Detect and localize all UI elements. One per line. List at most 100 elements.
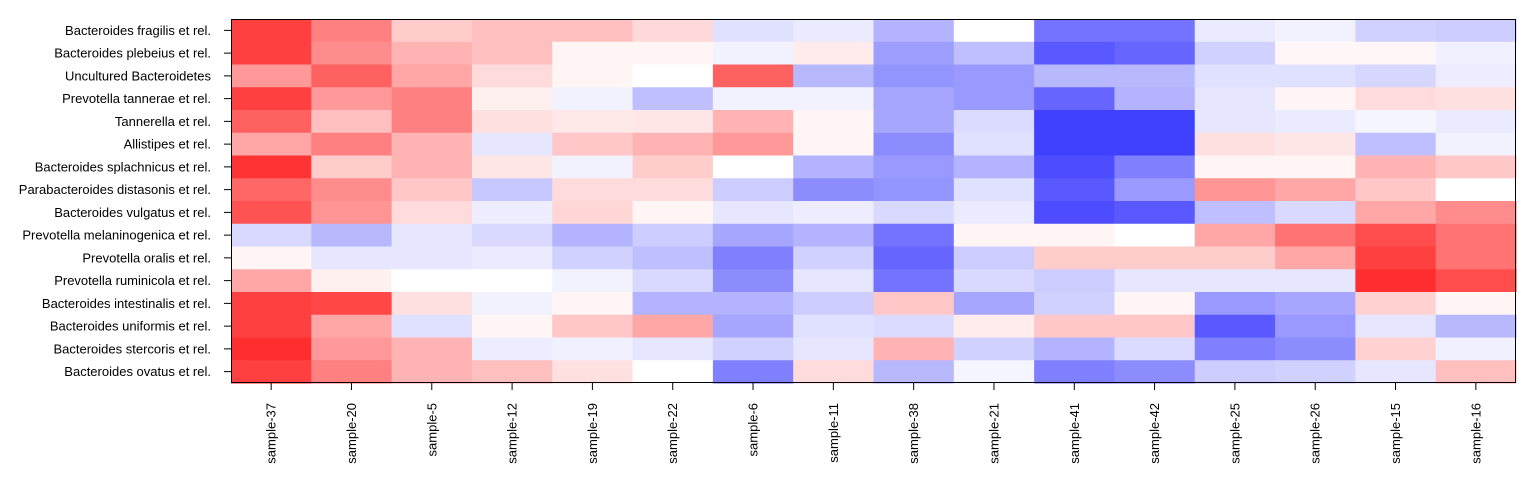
heatmap-cell (311, 201, 393, 225)
heatmap-cell (1194, 19, 1276, 43)
heatmap-cell (1355, 19, 1437, 43)
heatmap-cell (632, 314, 714, 339)
heatmap-cell (1355, 201, 1437, 225)
heatmap-cell (1034, 360, 1116, 384)
heatmap-cell (1275, 132, 1356, 157)
heatmap-cell (632, 360, 714, 384)
heatmap-cell (873, 314, 955, 339)
heatmap-cell (1114, 360, 1196, 384)
heatmap-cell (1194, 178, 1276, 202)
heatmap-cell (953, 87, 1035, 111)
heatmap-cell (1114, 155, 1196, 179)
heatmap-cell (1034, 314, 1116, 339)
row-label: Prevotella tannerae et rel. (62, 91, 211, 106)
heatmap-cell (1275, 337, 1356, 361)
heatmap-cell (1355, 155, 1437, 179)
heatmap-cell (1194, 360, 1276, 384)
heatmap-cell (632, 19, 714, 43)
heatmap-cell (391, 41, 473, 66)
heatmap-cell (1355, 110, 1437, 134)
column-label: sample-6 (746, 403, 761, 456)
heatmap-cell (873, 64, 955, 88)
heatmap-cell (1275, 19, 1356, 43)
heatmap-cell (391, 360, 473, 384)
heatmap-cell (391, 292, 473, 316)
heatmap-cell (712, 41, 794, 66)
heatmap-cell (1435, 132, 1517, 157)
heatmap-cell (471, 314, 553, 339)
heatmap-cell (953, 64, 1035, 88)
heatmap-cell (793, 201, 875, 225)
heatmap-cell (632, 155, 714, 179)
heatmap-cell (1194, 337, 1276, 361)
heatmap-cell (632, 132, 714, 157)
heatmap-cell (231, 110, 312, 134)
heatmap-cells (231, 19, 1517, 384)
heatmap-cell (1034, 269, 1116, 293)
column-axis: sample-37 sample-20 sample-5 sample-12 sampl… (264, 383, 1483, 464)
heatmap-cell (231, 269, 312, 293)
column-label: sample-22 (665, 403, 680, 464)
heatmap-cell (231, 87, 312, 111)
heatmap-cell (712, 201, 794, 225)
heatmap-cell (1114, 246, 1196, 270)
heatmap-cell (1275, 223, 1356, 248)
column-label: sample-21 (986, 403, 1001, 464)
heatmap-cell (793, 314, 875, 339)
heatmap-cell (1114, 337, 1196, 361)
heatmap-cell (1275, 246, 1356, 270)
heatmap-cell (632, 292, 714, 316)
heatmap-cell (793, 87, 875, 111)
heatmap-cell (552, 178, 634, 202)
heatmap-cell (231, 360, 312, 384)
heatmap-cell (712, 19, 794, 43)
heatmap-cell (552, 292, 634, 316)
heatmap-cell (1435, 337, 1517, 361)
heatmap-cell (1034, 292, 1116, 316)
heatmap-cell (311, 19, 393, 43)
row-label: Uncultured Bacteroidetes (65, 68, 211, 83)
heatmap-cell (953, 314, 1035, 339)
heatmap-cell (873, 223, 955, 248)
heatmap-cell (471, 178, 553, 202)
heatmap-cell (953, 155, 1035, 179)
heatmap-cell (552, 337, 634, 361)
heatmap-cell (1435, 314, 1517, 339)
heatmap-cell (1034, 178, 1116, 202)
heatmap-cell (311, 178, 393, 202)
column-label: sample-25 (1227, 403, 1242, 464)
heatmap-cell (1034, 110, 1116, 134)
heatmap-cell (471, 337, 553, 361)
heatmap-cell (311, 64, 393, 88)
heatmap-cell (231, 246, 312, 270)
heatmap-cell (1275, 87, 1356, 111)
heatmap-cell (231, 292, 312, 316)
heatmap-cell (793, 337, 875, 361)
heatmap-cell (1114, 314, 1196, 339)
heatmap-cell (1275, 41, 1356, 66)
heatmap-cell (1034, 87, 1116, 111)
heatmap-cell (391, 155, 473, 179)
heatmap-cell (1194, 41, 1276, 66)
heatmap-cell (1034, 246, 1116, 270)
heatmap-cell (1435, 360, 1517, 384)
heatmap-cell (1194, 64, 1276, 88)
heatmap-cell (1114, 201, 1196, 225)
heatmap-cell (1275, 201, 1356, 225)
row-label: Tannerella et rel. (115, 114, 211, 129)
heatmap-cell (873, 337, 955, 361)
heatmap-cell (471, 223, 553, 248)
heatmap-cell (1114, 132, 1196, 157)
heatmap-cell (471, 41, 553, 66)
heatmap-cell (632, 223, 714, 248)
heatmap-cell (632, 201, 714, 225)
heatmap-cell (391, 269, 473, 293)
heatmap-cell (391, 246, 473, 270)
column-label: sample-19 (585, 403, 600, 464)
heatmap-cell (953, 110, 1035, 134)
column-label: sample-41 (1067, 403, 1082, 464)
heatmap-cell (1435, 110, 1517, 134)
heatmap-cell (793, 292, 875, 316)
heatmap-cell (953, 269, 1035, 293)
heatmap-cell (712, 155, 794, 179)
